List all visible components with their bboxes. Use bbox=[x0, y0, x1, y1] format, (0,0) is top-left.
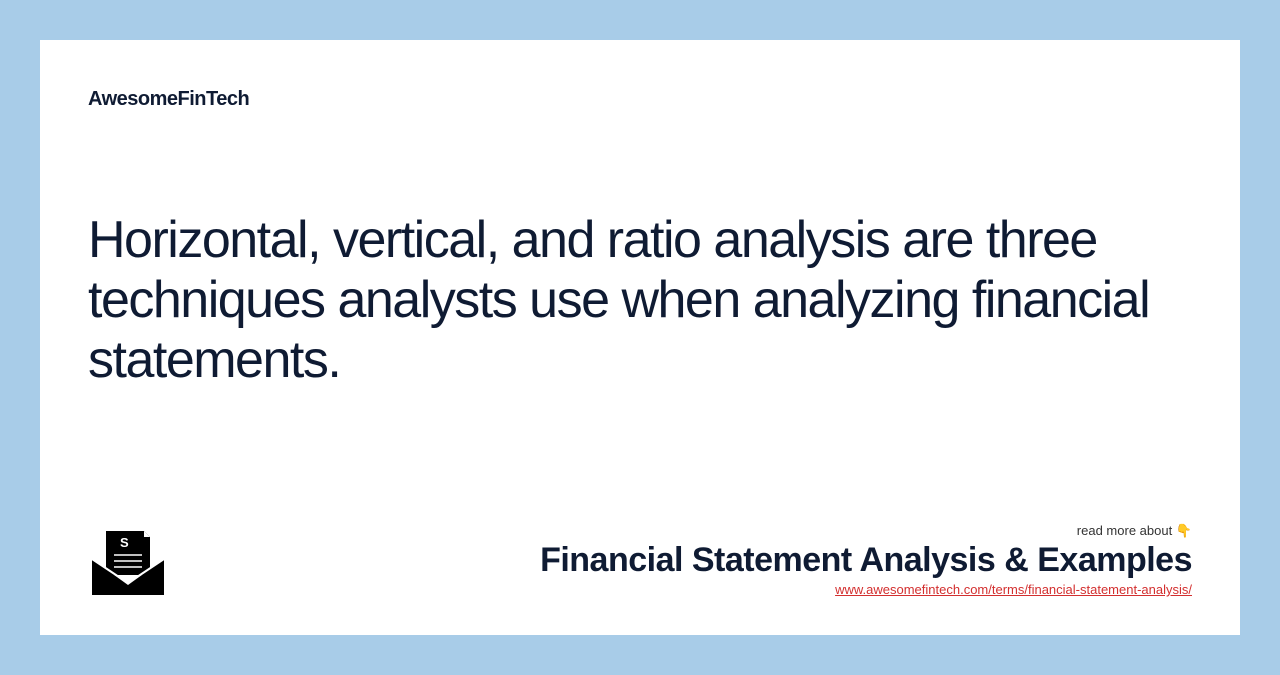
footer-info: read more about 👇 Financial Statement An… bbox=[540, 523, 1192, 597]
svg-text:S: S bbox=[120, 535, 129, 550]
read-more-label: read more about 👇 bbox=[1077, 523, 1192, 539]
main-description: Horizontal, vertical, and ratio analysis… bbox=[88, 211, 1192, 390]
article-url-link[interactable]: www.awesomefintech.com/terms/financial-s… bbox=[835, 582, 1192, 597]
card-footer: S read more about 👇 Financial Statement … bbox=[88, 523, 1192, 597]
envelope-dollar-icon: S bbox=[88, 527, 168, 597]
article-title: Financial Statement Analysis & Examples bbox=[540, 541, 1192, 580]
content-card: AwesomeFinTech Horizontal, vertical, and… bbox=[40, 40, 1240, 635]
brand-name: AwesomeFinTech bbox=[88, 88, 1192, 111]
